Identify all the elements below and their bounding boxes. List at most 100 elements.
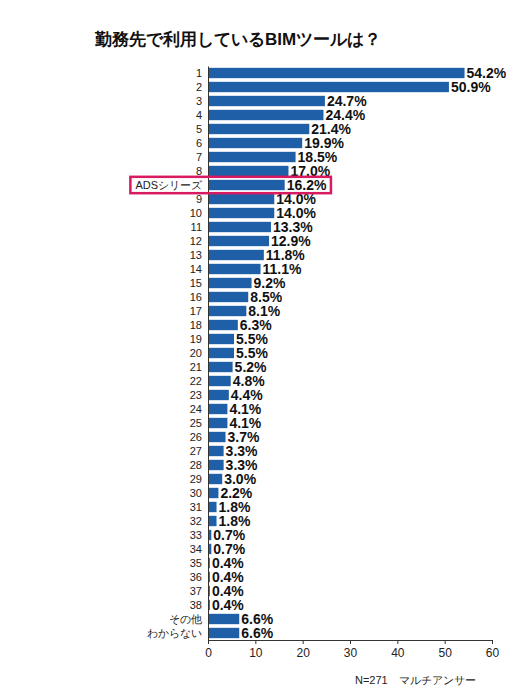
y-tick-label: 14: [190, 263, 202, 275]
x-tick-mark: [303, 640, 304, 644]
y-tick: 17: [190, 305, 208, 317]
bar: [208, 236, 269, 246]
x-axis: 0102030405060: [205, 640, 499, 660]
y-tick: わからない: [147, 627, 208, 639]
y-tick-label: 24: [190, 403, 202, 415]
y-tick-label: 29: [190, 473, 202, 485]
y-tick: 18: [190, 319, 208, 331]
bar: [208, 110, 323, 120]
y-tick: 38: [190, 599, 208, 611]
y-tick-label: 11: [191, 221, 202, 233]
y-axis: 12345678ADSシリーズ9101112131415161718192021…: [135, 67, 208, 641]
y-tick: 8: [196, 165, 208, 177]
x-tick: 40: [391, 640, 405, 660]
bar: [208, 614, 239, 624]
x-tick-label: 0: [205, 646, 212, 660]
bar: [208, 516, 217, 526]
y-tick-label: 8: [196, 165, 202, 177]
y-tick: 7: [196, 151, 208, 163]
y-tick: 19: [190, 333, 208, 345]
y-tick: 37: [190, 585, 208, 597]
y-tick-label: その他: [169, 613, 202, 625]
y-tick-label: 20: [190, 347, 202, 359]
bar: [208, 390, 229, 400]
bar: [208, 628, 239, 638]
y-tick-label: 5: [196, 123, 202, 135]
bar: [208, 138, 302, 148]
y-tick: 12: [190, 235, 208, 247]
x-tick-mark: [350, 640, 351, 644]
bar: [208, 362, 233, 372]
bar: [208, 418, 227, 428]
y-tick: 14: [190, 263, 208, 275]
y-tick: 27: [190, 445, 208, 457]
bar: [208, 292, 248, 302]
title: 勤務先で利用しているBIMツールは？: [94, 30, 381, 49]
x-tick-label: 60: [486, 646, 500, 660]
y-tick-label: 3: [196, 95, 202, 107]
y-tick: 15: [190, 277, 208, 289]
x-tick-mark: [445, 640, 446, 644]
chart: 勤務先で利用しているBIMツールは？010203040506012345678A…: [0, 0, 530, 700]
bar: [208, 460, 224, 470]
y-tick-label: 26: [190, 431, 202, 443]
y-tick-label: 33: [190, 529, 202, 541]
y-tick-label: 23: [190, 389, 202, 401]
bar: [208, 432, 226, 442]
x-tick: 60: [486, 640, 500, 660]
bar: [208, 306, 246, 316]
y-tick: 13: [190, 249, 208, 261]
y-tick-label: 28: [190, 459, 202, 471]
y-tick-label: 17: [190, 305, 202, 317]
y-tick: 22: [190, 375, 208, 387]
y-tick: 21: [190, 361, 208, 373]
y-tick-label: 15: [190, 277, 202, 289]
bar: [208, 194, 274, 204]
x-tick-mark: [208, 640, 209, 644]
y-tick: 4: [196, 109, 208, 121]
y-tick: 35: [190, 557, 208, 569]
y-tick-label: 34: [190, 543, 202, 555]
y-tick: 29: [190, 473, 208, 485]
y-tick: 16: [190, 291, 208, 303]
bar: [208, 250, 264, 260]
y-tick: 2: [196, 81, 208, 93]
y-tick-label: 25: [190, 417, 202, 429]
y-tick: 6: [196, 137, 208, 149]
bar: [208, 180, 285, 190]
bar: [208, 446, 224, 456]
y-tick-label: 31: [190, 501, 202, 513]
y-tick: 28: [190, 459, 208, 471]
bar: [208, 222, 271, 232]
data-label: 6.6%: [241, 625, 273, 641]
y-tick-label: 13: [190, 249, 202, 261]
y-tick-label: 16: [190, 291, 202, 303]
y-axis-line: [208, 67, 209, 641]
x-tick-label: 10: [249, 646, 263, 660]
y-tick: 11: [191, 221, 208, 233]
y-tick-label: 27: [190, 445, 202, 457]
y-tick: 31: [190, 501, 208, 513]
bar: [208, 502, 217, 512]
x-tick-mark: [397, 640, 398, 644]
y-tick-label: 12: [190, 235, 202, 247]
y-tick-label: 37: [190, 585, 202, 597]
y-tick: 5: [196, 123, 208, 135]
bar: [208, 474, 222, 484]
y-tick: 33: [190, 529, 208, 541]
y-tick-label: 6: [196, 137, 202, 149]
y-tick: 25: [190, 417, 208, 429]
y-tick: ADSシリーズ: [135, 179, 208, 191]
y-tick: 1: [196, 67, 208, 79]
y-tick-label: 2: [196, 81, 202, 93]
data-labels: 54.2%50.9%24.7%24.4%21.4%19.9%18.5%17.0%…: [212, 65, 507, 641]
x-tick-label: 20: [296, 646, 310, 660]
bar: [208, 68, 465, 78]
y-tick-label: 30: [190, 487, 202, 499]
bar: [208, 404, 227, 414]
y-tick-label: 38: [190, 599, 202, 611]
annotation: N=271 マルチアンサー: [355, 674, 476, 686]
y-tick-label: 32: [190, 515, 202, 527]
y-tick: 34: [190, 543, 208, 555]
bar: [208, 96, 325, 106]
